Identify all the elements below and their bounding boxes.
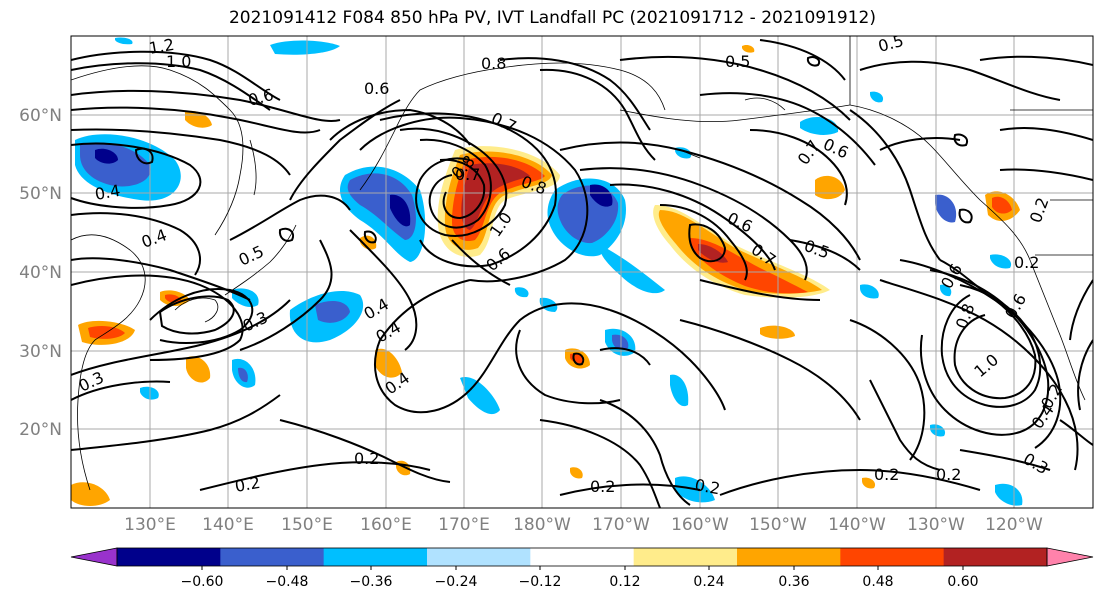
pv-closed-contours	[134, 56, 973, 366]
colorbar-tick-label: −0.60	[181, 574, 224, 590]
colorbar-swatches	[70, 547, 1094, 567]
contour-label: 0.2	[233, 473, 261, 496]
colorbar-tick-label: 0.12	[609, 574, 640, 590]
colorbar-ticks	[201, 566, 964, 570]
contour-label: 0.8	[481, 54, 506, 73]
lat-label: 50°N	[19, 184, 62, 204]
colorbar-frame	[116, 547, 1048, 567]
graticule	[71, 36, 1093, 508]
colorbar: −0.60 −0.48 −0.36 −0.24 −0.12 0.12 0.24 …	[70, 547, 1094, 590]
lon-label: 150°W	[749, 515, 807, 535]
contour-label: 1.2	[147, 35, 175, 58]
colorbar-tick-label: 0.60	[947, 574, 978, 590]
map-title: 2021091412 F084 850 hPa PV, IVT Landfall…	[228, 8, 876, 28]
colorbar-tick-label: −0.24	[435, 574, 478, 590]
lon-label: 120°W	[985, 515, 1043, 535]
map-panel: 1.2 1.0 0.8 0.6 0.5 0.7 0.6 0.4 0.4 0.5 …	[71, 31, 1093, 508]
lat-label: 20°N	[19, 420, 62, 440]
contour-label: 0.5	[876, 31, 906, 56]
contour-label: 0.5	[725, 52, 750, 71]
colorbar-extend-low	[70, 547, 118, 567]
colorbar-tick-label: 0.48	[862, 574, 893, 590]
contour-label: 0.6	[364, 79, 389, 98]
lon-label: 170°E	[438, 515, 490, 535]
lon-label: 160°W	[671, 515, 729, 535]
colorbar-tick-label: 0.36	[778, 574, 809, 590]
lon-label: 160°E	[360, 515, 412, 535]
colorbar-swatch	[633, 548, 738, 566]
coastlines	[71, 36, 1093, 491]
contour-label: 0.4	[93, 181, 121, 204]
lat-label: 40°N	[19, 263, 62, 283]
colorbar-swatch	[323, 548, 428, 566]
colorbar-swatch	[117, 548, 221, 566]
lon-label: 140°W	[828, 515, 886, 535]
contour-label: 0.2	[354, 449, 379, 468]
colorbar-tick-labels: −0.60 −0.48 −0.36 −0.24 −0.12 0.12 0.24 …	[181, 574, 979, 590]
contour-label: 0.2	[1014, 253, 1039, 272]
lon-label: 130°E	[124, 515, 176, 535]
contour-label: 0.2	[874, 465, 899, 484]
pv-contours	[71, 39, 1093, 508]
colorbar-tick-label: −0.36	[350, 574, 393, 590]
lon-label: 150°E	[281, 515, 333, 535]
colorbar-swatch	[737, 548, 841, 566]
lon-label: 170°W	[592, 515, 650, 535]
colorbar-tick-label: 0.24	[693, 574, 724, 590]
lon-label: 140°E	[202, 515, 254, 535]
longitude-labels: 130°E 140°E 150°E 160°E 170°E 180°W 170°…	[124, 515, 1043, 535]
colorbar-swatch	[943, 548, 1048, 566]
map-frame	[70, 35, 1094, 509]
colorbar-swatch	[220, 548, 325, 566]
lon-label: 130°W	[907, 515, 965, 535]
colorbar-swatch	[530, 548, 635, 566]
contour-label: 0.7	[455, 165, 480, 184]
lon-label: 180°W	[513, 515, 571, 535]
contour-label: 0.2	[936, 465, 961, 484]
colorbar-swatch	[840, 548, 945, 566]
contour-label: 0.2	[693, 475, 721, 498]
latitude-labels: 60°N 50°N 40°N 30°N 20°N	[19, 106, 62, 440]
colorbar-tick-label: −0.48	[266, 574, 309, 590]
lat-label: 30°N	[19, 342, 62, 362]
contour-label: 0.2	[590, 477, 615, 496]
lat-label: 60°N	[19, 106, 62, 126]
colorbar-swatch	[427, 548, 531, 566]
contour-label: 1.0	[166, 52, 191, 71]
colorbar-tick-label: −0.12	[519, 574, 562, 590]
colorbar-extend-high	[1046, 547, 1094, 567]
